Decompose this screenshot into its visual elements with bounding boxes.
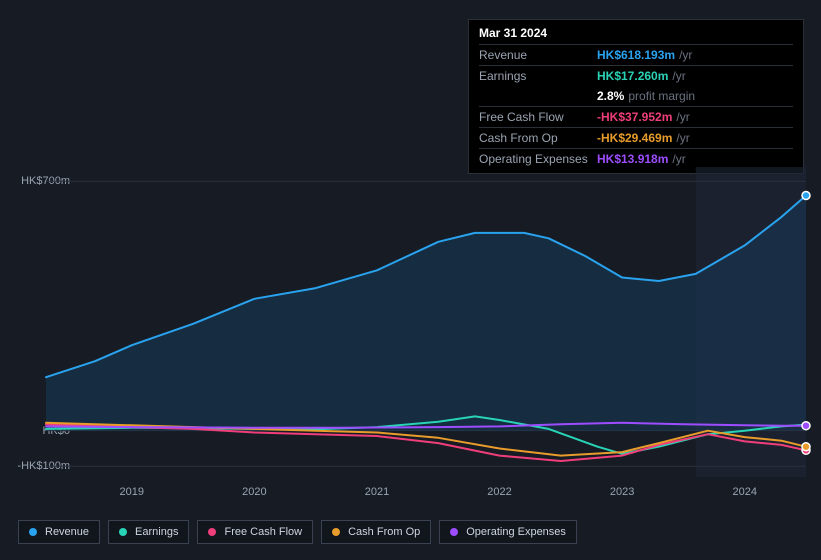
legend-label: Cash From Op bbox=[348, 526, 420, 538]
tooltip-row-label bbox=[479, 89, 597, 103]
legend: Revenue Earnings Free Cash Flow Cash From O… bbox=[18, 520, 577, 544]
legend-dot-icon bbox=[332, 528, 340, 536]
tooltip-row-label: Free Cash Flow bbox=[479, 110, 597, 124]
tooltip-row-value-wrap: -HK$37.952m/yr bbox=[597, 110, 690, 124]
tooltip-row-value: HK$17.260m bbox=[597, 69, 668, 83]
data-tooltip: Mar 31 2024 RevenueHK$618.193m/yrEarning… bbox=[468, 19, 804, 174]
x-axis-label: 2021 bbox=[365, 486, 389, 498]
legend-label: Revenue bbox=[45, 526, 89, 538]
tooltip-row-value: 2.8% bbox=[597, 89, 624, 103]
tooltip-row-suffix: /yr bbox=[672, 69, 685, 83]
tooltip-row-suffix: /yr bbox=[679, 48, 692, 62]
legend-dot-icon bbox=[450, 528, 458, 536]
legend-item-free-cash-flow[interactable]: Free Cash Flow bbox=[197, 520, 313, 544]
tooltip-row: RevenueHK$618.193m/yr bbox=[479, 44, 793, 65]
tooltip-row: Free Cash Flow-HK$37.952m/yr bbox=[479, 106, 793, 127]
tooltip-row-label: Revenue bbox=[479, 48, 597, 62]
tooltip-row: Cash From Op-HK$29.469m/yr bbox=[479, 127, 793, 148]
tooltip-row-value-wrap: HK$17.260m/yr bbox=[597, 69, 686, 83]
tooltip-row-label: Earnings bbox=[479, 69, 597, 83]
x-axis-label: 2020 bbox=[242, 486, 266, 498]
tooltip-rows: RevenueHK$618.193m/yrEarningsHK$17.260m/… bbox=[479, 44, 793, 169]
x-axis-label: 2024 bbox=[732, 486, 756, 498]
tooltip-row-value: HK$618.193m bbox=[597, 48, 675, 62]
tooltip-row-value: -HK$29.469m bbox=[597, 131, 672, 145]
chart-area: HK$700mHK$0-HK$100m 20192020202120222023… bbox=[16, 155, 806, 510]
x-axis-label: 2022 bbox=[487, 486, 511, 498]
legend-dot-icon bbox=[119, 528, 127, 536]
tooltip-row: 2.8% profit margin bbox=[479, 86, 793, 106]
tooltip-row-suffix: /yr bbox=[676, 110, 689, 124]
tooltip-row-label: Cash From Op bbox=[479, 131, 597, 145]
legend-item-cash-from-op[interactable]: Cash From Op bbox=[321, 520, 431, 544]
tooltip-row-suffix: /yr bbox=[676, 131, 689, 145]
tooltip-row-value: -HK$37.952m bbox=[597, 110, 672, 124]
tooltip-row-value-wrap: -HK$29.469m/yr bbox=[597, 131, 690, 145]
legend-item-earnings[interactable]: Earnings bbox=[108, 520, 189, 544]
x-axis-label: 2019 bbox=[120, 486, 144, 498]
tooltip-row-value-wrap: 2.8% profit margin bbox=[597, 89, 695, 103]
legend-label: Earnings bbox=[135, 526, 178, 538]
legend-item-revenue[interactable]: Revenue bbox=[18, 520, 100, 544]
tooltip-row-suffix: profit margin bbox=[628, 89, 695, 103]
legend-dot-icon bbox=[29, 528, 37, 536]
legend-dot-icon bbox=[208, 528, 216, 536]
legend-item-operating-expenses[interactable]: Operating Expenses bbox=[439, 520, 577, 544]
tooltip-row-value-wrap: HK$618.193m/yr bbox=[597, 48, 692, 62]
x-axis-label: 2023 bbox=[610, 486, 634, 498]
tooltip-row: EarningsHK$17.260m/yr bbox=[479, 65, 793, 86]
chart-svg bbox=[46, 167, 806, 477]
legend-label: Operating Expenses bbox=[466, 526, 566, 538]
legend-label: Free Cash Flow bbox=[224, 526, 302, 538]
tooltip-date: Mar 31 2024 bbox=[479, 26, 793, 44]
